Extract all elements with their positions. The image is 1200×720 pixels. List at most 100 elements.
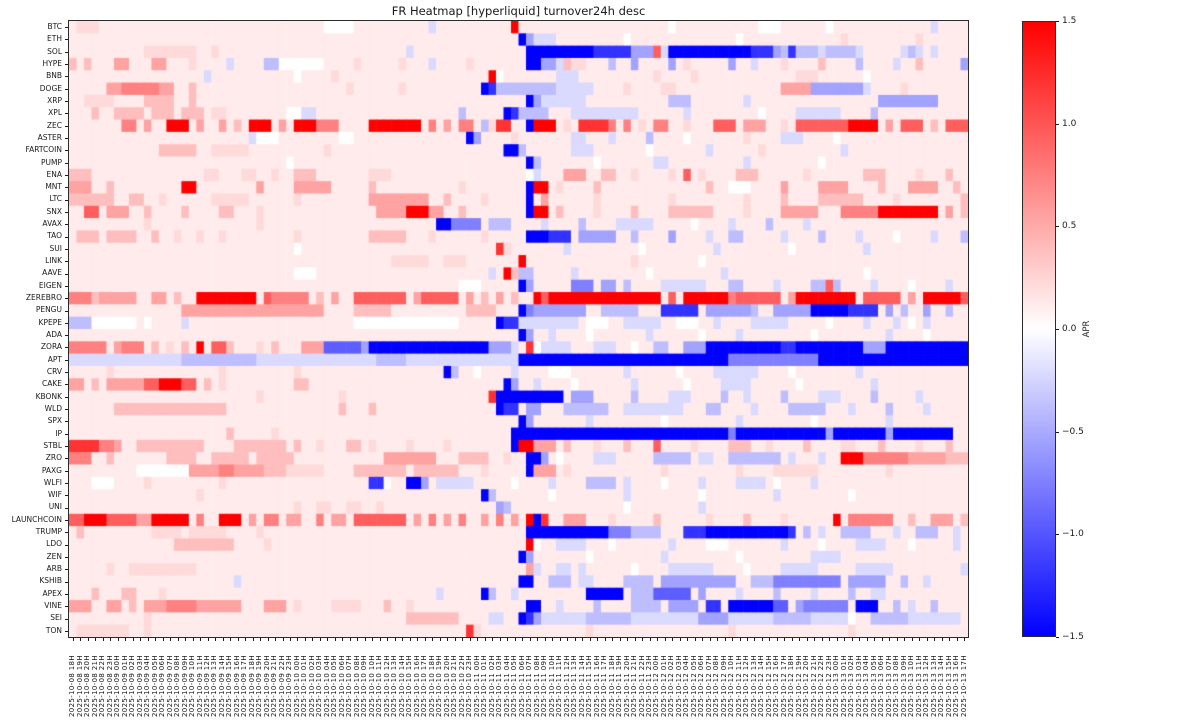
y-tick-mark: [65, 236, 68, 238]
y-tick-label: CRV: [46, 366, 62, 376]
x-tick-mark: [784, 638, 786, 641]
x-tick-mark: [574, 638, 576, 641]
y-tick-mark: [65, 507, 68, 509]
y-tick-mark: [65, 409, 68, 411]
y-tick-mark: [65, 101, 68, 103]
y-tick-mark: [65, 556, 68, 558]
y-tick-mark: [65, 211, 68, 213]
y-tick-label: WLD: [44, 403, 62, 413]
x-tick-mark: [372, 638, 374, 641]
x-tick-mark: [634, 638, 636, 641]
x-tick-mark: [125, 638, 127, 641]
y-tick-label: LAUNCHCOIN: [11, 514, 62, 524]
y-tick-mark: [65, 261, 68, 263]
x-tick-mark: [702, 638, 704, 641]
x-tick-mark: [237, 638, 239, 641]
x-tick-mark: [357, 638, 359, 641]
x-tick-mark: [627, 638, 629, 641]
x-tick-mark: [806, 638, 808, 641]
y-tick-mark: [65, 347, 68, 349]
x-tick-mark: [477, 638, 479, 641]
x-tick-mark: [604, 638, 606, 641]
x-tick-mark: [95, 638, 97, 641]
x-tick-mark: [110, 638, 112, 641]
x-tick-mark: [544, 638, 546, 641]
y-tick-label: APEX: [42, 588, 62, 598]
x-tick-mark: [394, 638, 396, 641]
x-tick-mark: [334, 638, 336, 641]
y-tick-mark: [65, 384, 68, 386]
x-tick-mark: [192, 638, 194, 641]
x-tick-mark: [275, 638, 277, 641]
y-tick-mark: [65, 421, 68, 423]
chart-title: FR Heatmap [hyperliquid] turnover24h des…: [391, 4, 646, 18]
x-tick-mark: [851, 638, 853, 641]
y-tick-mark: [65, 76, 68, 78]
y-tick-label: PAXG: [41, 465, 62, 475]
x-tick-mark: [941, 638, 943, 641]
y-tick-label: STBL: [43, 440, 62, 450]
x-tick-mark: [297, 638, 299, 641]
y-tick-mark: [65, 224, 68, 226]
y-tick-mark: [65, 285, 68, 287]
y-tick-label: FARTCOIN: [25, 145, 62, 155]
y-tick-label: ASTER: [37, 132, 62, 142]
x-tick-mark: [619, 638, 621, 641]
x-tick-mark: [881, 638, 883, 641]
colorbar-axis-label: APR: [1082, 320, 1092, 338]
x-tick-label: 2025-10-13 17H: [959, 655, 968, 717]
colorbar-tick-mark: [1056, 123, 1059, 125]
y-tick-label: XPL: [48, 108, 62, 118]
y-tick-label: AVAX: [42, 219, 62, 229]
y-tick-label: WLFI: [43, 477, 62, 487]
colorbar-tick-label: −0.5: [1062, 426, 1084, 437]
x-tick-mark: [657, 638, 659, 641]
y-tick-label: AAVE: [42, 268, 62, 278]
x-tick-mark: [319, 638, 321, 641]
y-tick-mark: [65, 39, 68, 41]
x-tick-mark: [469, 638, 471, 641]
y-tick-mark: [65, 125, 68, 127]
y-tick-mark: [65, 618, 68, 620]
y-tick-label: TON: [45, 625, 62, 635]
y-tick-label: ZRO: [45, 453, 62, 463]
x-tick-mark: [439, 638, 441, 641]
x-tick-mark: [919, 638, 921, 641]
x-tick-mark: [484, 638, 486, 641]
y-tick-mark: [65, 446, 68, 448]
x-tick-mark: [672, 638, 674, 641]
x-tick-mark: [230, 638, 232, 641]
x-tick-mark: [694, 638, 696, 641]
x-tick-mark: [282, 638, 284, 641]
x-tick-mark: [522, 638, 524, 641]
x-tick-mark: [260, 638, 262, 641]
x-tick-mark: [514, 638, 516, 641]
x-tick-mark: [844, 638, 846, 641]
y-tick-label: ZORA: [40, 342, 62, 352]
y-tick-label: LDO: [46, 539, 62, 549]
heatmap-canvas: [69, 21, 968, 637]
y-tick-mark: [65, 273, 68, 275]
x-tick-mark: [926, 638, 928, 641]
y-tick-label: ETH: [47, 34, 62, 44]
x-tick-mark: [612, 638, 614, 641]
x-tick-mark: [687, 638, 689, 641]
y-tick-label: WIF: [48, 490, 62, 500]
x-tick-mark: [582, 638, 584, 641]
y-tick-mark: [65, 199, 68, 201]
y-tick-mark: [65, 298, 68, 300]
x-tick-mark: [447, 638, 449, 641]
y-tick-mark: [65, 51, 68, 53]
x-tick-mark: [889, 638, 891, 641]
y-tick-label: LTC: [49, 194, 62, 204]
x-tick-mark: [589, 638, 591, 641]
x-tick-mark: [597, 638, 599, 641]
y-tick-mark: [65, 64, 68, 66]
y-tick-label: TRUMP: [35, 527, 62, 537]
x-tick-mark: [499, 638, 501, 641]
x-tick-mark: [949, 638, 951, 641]
x-tick-mark: [739, 638, 741, 641]
colorbar-tick-mark: [1056, 637, 1059, 638]
x-tick-mark: [290, 638, 291, 641]
